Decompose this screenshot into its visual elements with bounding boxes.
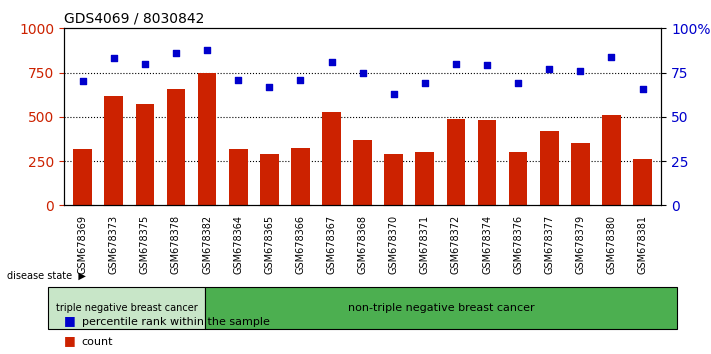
Text: ■: ■: [64, 334, 76, 347]
Point: [357, 70, 368, 75]
Point: [326, 59, 337, 65]
Point: [139, 61, 151, 67]
Point: [481, 63, 493, 68]
Bar: [447, 119, 465, 205]
Bar: [353, 140, 372, 205]
Bar: [105, 96, 123, 205]
Point: [606, 54, 617, 59]
Bar: [415, 152, 434, 205]
Text: non-triple negative breast cancer: non-triple negative breast cancer: [348, 303, 535, 313]
Bar: [602, 115, 621, 205]
Text: triple negative breast cancer: triple negative breast cancer: [56, 303, 198, 313]
Bar: [322, 112, 341, 205]
Point: [419, 80, 430, 86]
Point: [264, 84, 275, 90]
Bar: [198, 73, 216, 205]
Bar: [385, 154, 403, 205]
Point: [77, 79, 88, 84]
Bar: [509, 152, 528, 205]
Point: [294, 77, 306, 82]
Text: ■: ■: [64, 314, 76, 327]
Text: GDS4069 / 8030842: GDS4069 / 8030842: [64, 12, 204, 26]
Point: [637, 86, 648, 91]
Point: [388, 91, 400, 97]
Text: count: count: [82, 337, 113, 347]
Point: [450, 61, 461, 67]
Bar: [478, 120, 496, 205]
Point: [201, 47, 213, 52]
Point: [232, 77, 244, 82]
Bar: [634, 159, 652, 205]
Bar: [540, 131, 559, 205]
Point: [170, 50, 181, 56]
Bar: [229, 149, 247, 205]
Point: [513, 80, 524, 86]
Bar: [291, 148, 310, 205]
Bar: [571, 143, 589, 205]
Text: disease state  ▶: disease state ▶: [7, 271, 86, 281]
Point: [543, 66, 555, 72]
Bar: [73, 149, 92, 205]
Point: [108, 56, 119, 61]
Text: percentile rank within the sample: percentile rank within the sample: [82, 318, 269, 327]
Point: [574, 68, 586, 74]
Bar: [136, 104, 154, 205]
Bar: [260, 154, 279, 205]
Bar: [166, 90, 186, 205]
